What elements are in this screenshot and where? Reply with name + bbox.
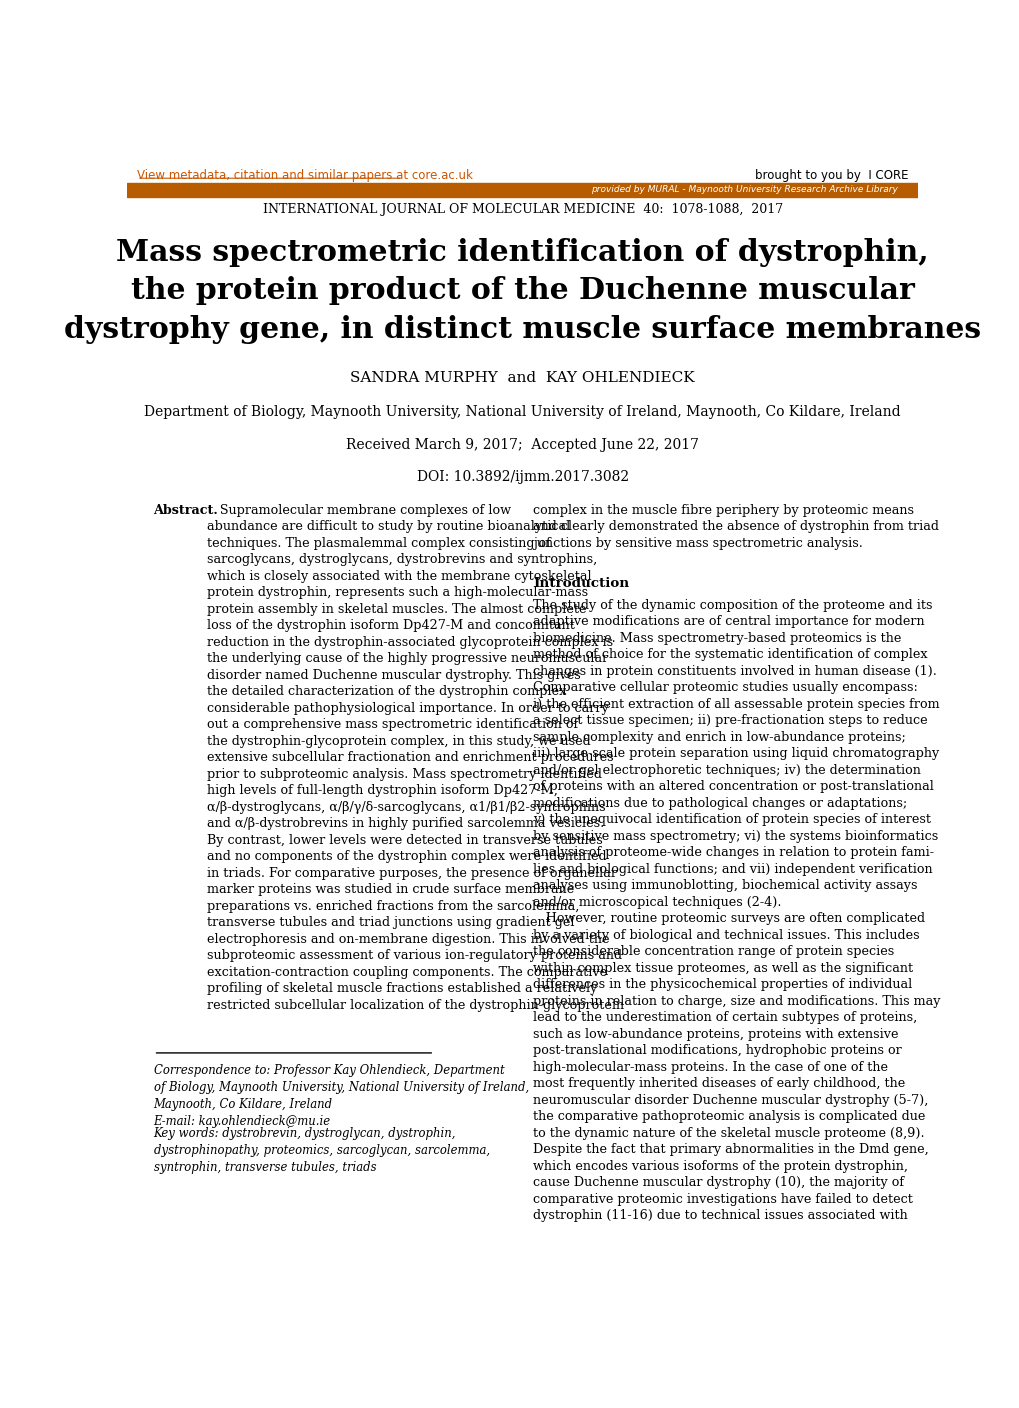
Text: Correspondence to: Professor Kay Ohlendieck, Department
of Biology, Maynooth Uni: Correspondence to: Professor Kay Ohlendi… [154, 1063, 528, 1128]
Text: Received March 9, 2017;  Accepted June 22, 2017: Received March 9, 2017; Accepted June 22… [345, 438, 699, 452]
Text: Abstract.: Abstract. [154, 504, 218, 517]
Text: SANDRA MURPHY  and  KAY OHLENDIECK: SANDRA MURPHY and KAY OHLENDIECK [351, 372, 694, 386]
Text: Introduction: Introduction [533, 577, 629, 590]
Text: DOI: 10.3892/ijmm.2017.3082: DOI: 10.3892/ijmm.2017.3082 [417, 470, 628, 484]
Text: the protein product of the Duchenne muscular: the protein product of the Duchenne musc… [130, 276, 914, 306]
Text: Key words: dystrobrevin, dystroglycan, dystrophin,
dystrophinopathy, proteomics,: Key words: dystrobrevin, dystroglycan, d… [154, 1126, 489, 1174]
Bar [127, 183, 917, 197]
Text: INTERNATIONAL JOURNAL OF MOLECULAR MEDICINE  40:  1078-1088,  2017: INTERNATIONAL JOURNAL OF MOLECULAR MEDIC… [263, 203, 782, 215]
Text: Mass spectrometric identification of dystrophin,: Mass spectrometric identification of dys… [116, 238, 928, 266]
Text: brought to you by  Ⅰ CORE: brought to you by Ⅰ CORE [754, 169, 908, 183]
Text: dystrophy gene, in distinct muscle surface membranes: dystrophy gene, in distinct muscle surfa… [64, 314, 980, 344]
Text: provided by MURAL - Maynooth University Research Archive Library: provided by MURAL - Maynooth University … [591, 186, 898, 194]
Text: View metadata, citation and similar papers at core.ac.uk: View metadata, citation and similar pape… [137, 169, 473, 183]
Text: Department of Biology, Maynooth University, National University of Ireland, Mayn: Department of Biology, Maynooth Universi… [145, 404, 900, 418]
Text: Supramolecular membrane complexes of low
abundance are difficult to study by rou: Supramolecular membrane complexes of low… [206, 504, 623, 1012]
Text: complex in the muscle fibre periphery by proteomic means
and clearly demonstrate: complex in the muscle fibre periphery by… [533, 504, 938, 551]
Text: The study of the dynamic composition of the proteome and its
adaptive modificati: The study of the dynamic composition of … [533, 598, 940, 1222]
